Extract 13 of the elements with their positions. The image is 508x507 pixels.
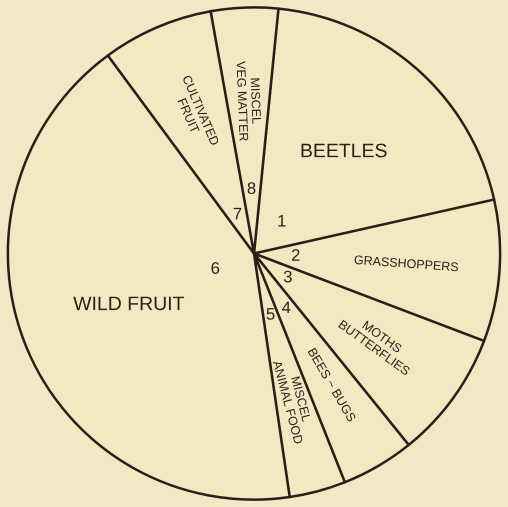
text: 4 bbox=[282, 302, 290, 314]
slice-label: MISCEL VEG MATTER bbox=[236, 60, 262, 141]
text: 8 bbox=[248, 182, 256, 194]
text: 1 bbox=[278, 215, 286, 226]
text: 2 bbox=[292, 249, 300, 261]
slice-label: WILD FRUIT bbox=[73, 296, 184, 310]
slice-label: BEETLES bbox=[302, 144, 387, 158]
text: 5 bbox=[266, 308, 274, 320]
slice-label: GRASSHOPPERS bbox=[354, 255, 458, 272]
text: 3 bbox=[284, 270, 292, 283]
slice-label: MISCEL ANIMAL FOOD bbox=[272, 360, 312, 444]
text: 6 bbox=[212, 262, 220, 274]
text: 7 bbox=[234, 208, 242, 220]
